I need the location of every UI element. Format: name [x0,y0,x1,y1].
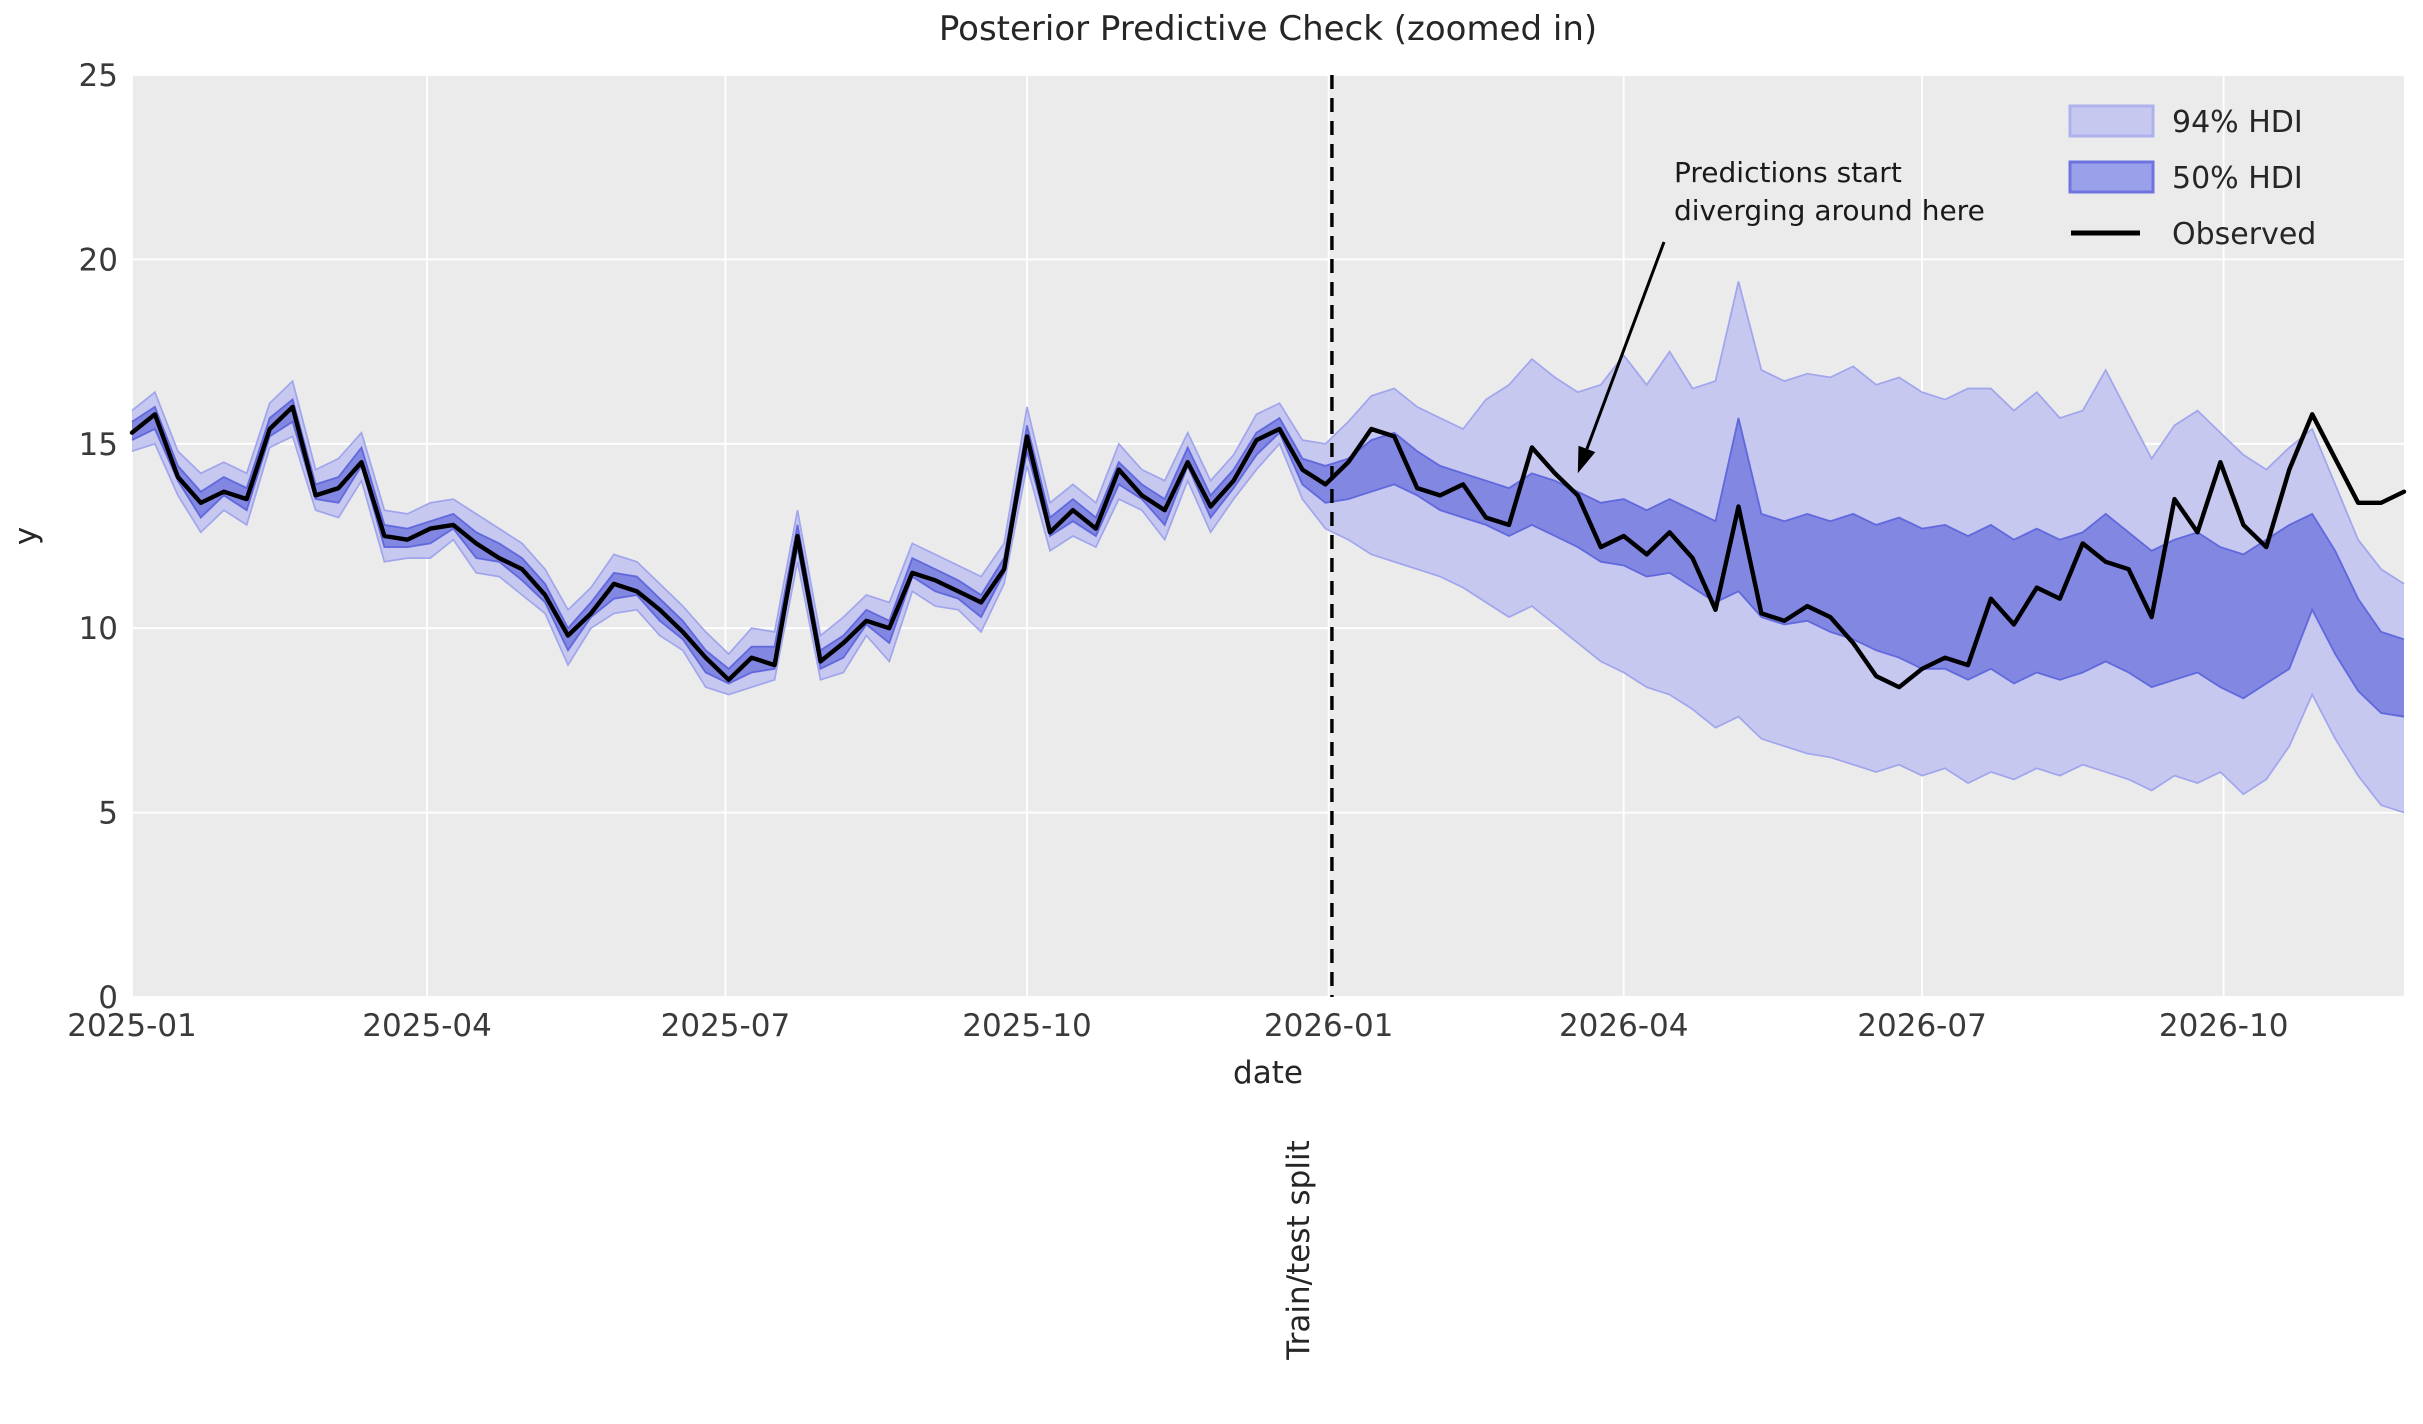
x-tick-label: 2026-10 [2159,1008,2289,1044]
y-tick-label: 5 [98,796,118,832]
x-tick-label: 2025-10 [962,1008,1092,1044]
arrow-head [1577,445,1596,474]
annotation-line-2: diverging around here [1674,194,1985,227]
hdi94-lower-edge [131,435,2405,814]
x-tick-label: 2025-07 [661,1008,791,1044]
observed-line [129,404,2407,690]
y-tick-label: 20 [79,242,118,278]
x-tick-label: 2025-04 [362,1008,492,1044]
x-tick-label: 2026-07 [1857,1008,1987,1044]
hdi94-upper-edge [131,281,2405,656]
annotation: Predictions start diverging around here [1674,156,1985,227]
legend-swatch-50-hdi [2068,160,2155,194]
y-tick-label: 0 [98,980,118,1016]
gridlines [131,74,2404,998]
tick-labels: 0 5 10 15 20 25 2025-01 2025-04 2025-07 2025-10 20… [67,58,2288,1044]
arrow-shaft [1585,241,1666,450]
y-tick-label: 10 [79,611,118,647]
annotation-arrow [1577,241,1666,474]
x-tick-label: 2026-04 [1559,1008,1689,1044]
legend-swatch-94-hdi [2068,104,2155,138]
chart-title: Posterior Predictive Check (zoomed in) [939,9,1597,49]
hdi50-lower-edge [131,420,2405,718]
legend-label-observed: Observed [2172,217,2316,252]
annotation-line-1: Predictions start [1674,156,1902,189]
observed-polyline [129,404,2407,690]
hdi50-band [132,399,2404,717]
y-tick-label: 25 [79,58,118,94]
x-axis-label: date [1233,1055,1303,1091]
hdi50-upper-edge [131,397,2405,670]
hdi94-band [132,281,2404,813]
legend: 94% HDI 50% HDI Observed [2068,104,2316,252]
legend-label-94-hdi: 94% HDI [2172,105,2303,140]
legend-label-50-hdi: 50% HDI [2172,161,2303,196]
hdi-bands [131,281,2405,814]
x-tick-label: 2025-01 [67,1008,197,1044]
split-label: Train/test split [1281,1140,1317,1360]
y-axis-label: y [8,527,44,545]
x-tick-label: 2026-01 [1264,1008,1394,1044]
y-tick-label: 15 [79,427,118,463]
